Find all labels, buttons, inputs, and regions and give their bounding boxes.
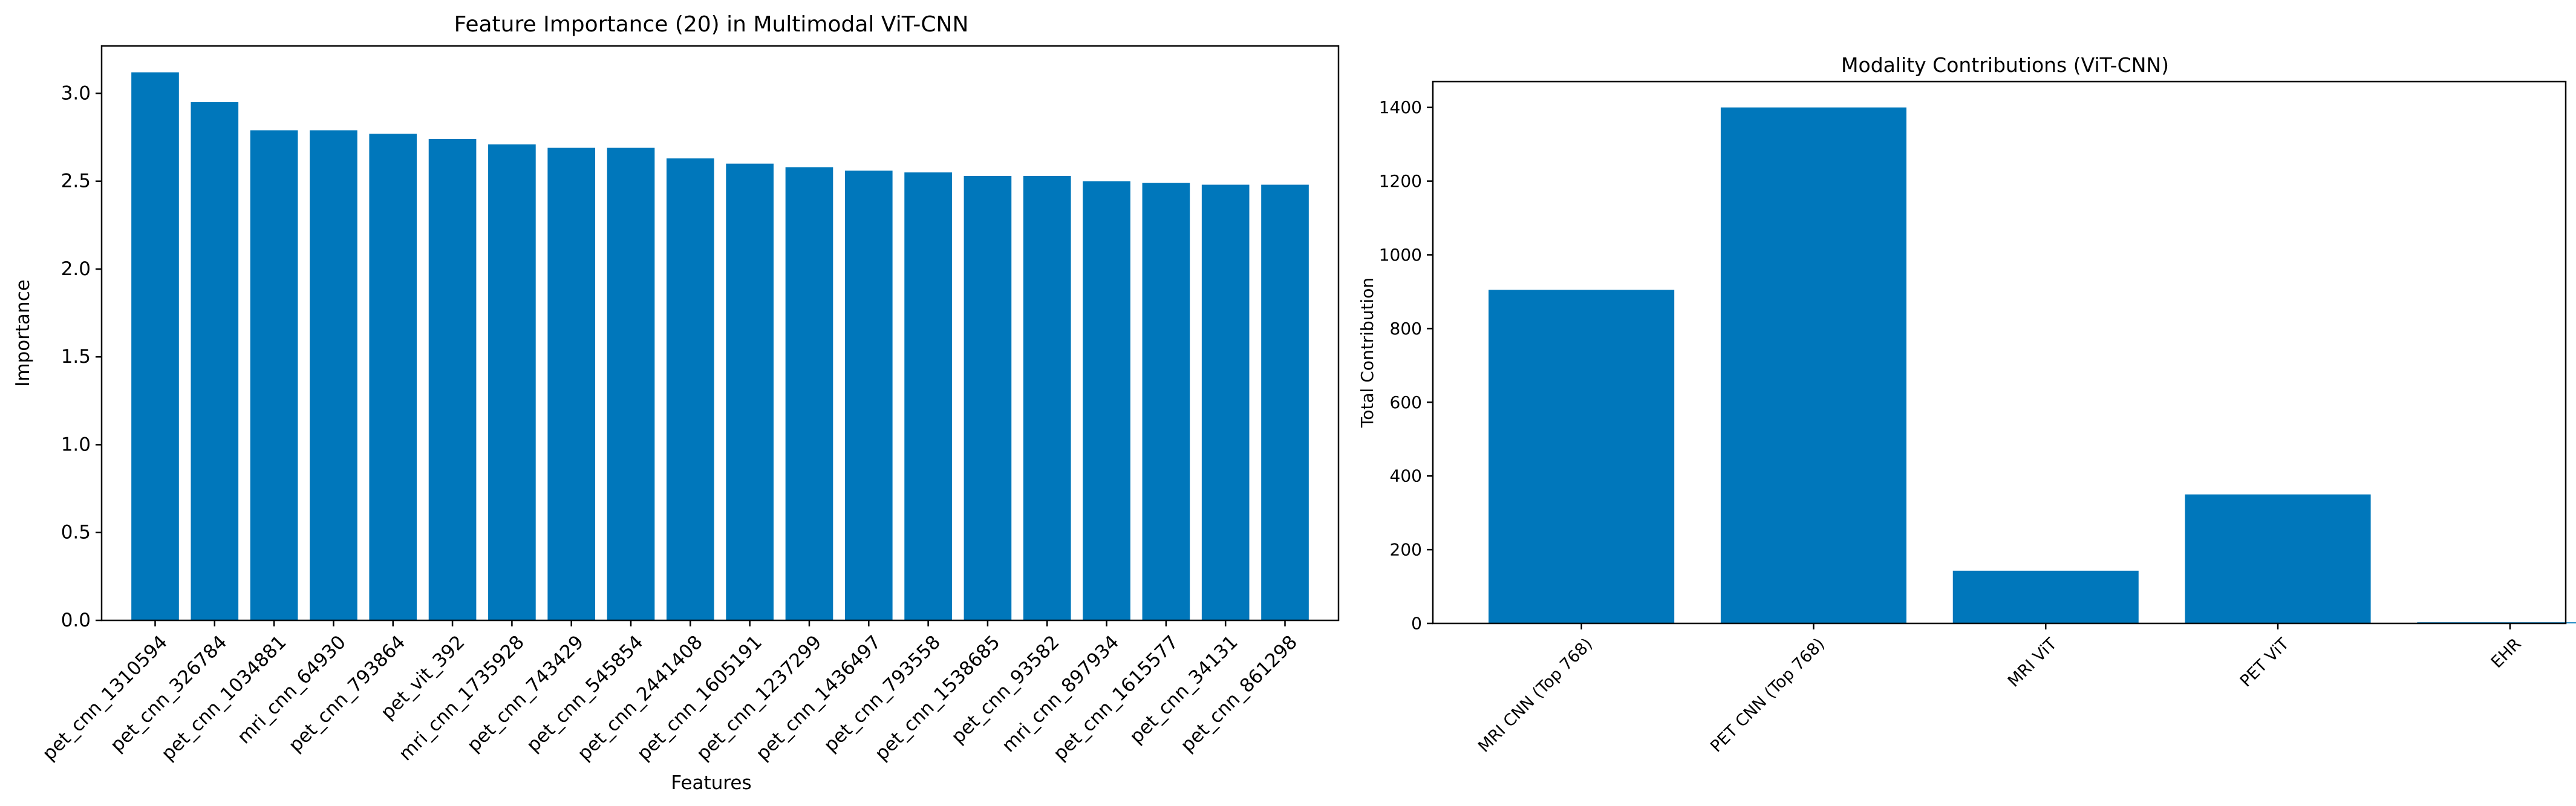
y-tick-label: 2.0 (61, 258, 91, 280)
y-tick-label: 2.5 (61, 171, 91, 192)
bar-mri_cnn_64930 (310, 130, 357, 621)
bar-mri_cnn_897934 (1083, 181, 1130, 620)
bar-pet_cnn_1237299 (785, 167, 833, 620)
bar-pet_cnn_793558 (904, 172, 952, 620)
bar-group (131, 72, 1309, 621)
y-tick-label: 3.0 (61, 82, 91, 104)
bar-pet_cnn_861298 (1261, 184, 1309, 620)
y-tick-label: 600 (1390, 392, 1422, 412)
y-axis-label: Importance (12, 279, 34, 387)
y-tick-label: 1200 (1379, 171, 1422, 191)
bar-pet_cnn_1436497 (844, 171, 893, 620)
y-tick-label: 1.0 (61, 434, 91, 455)
bar-pet_cnn_93582 (1023, 175, 1071, 620)
bar-pet_cnn_545854 (607, 148, 655, 620)
bar-pet_cnn_1310594 (131, 72, 179, 620)
bar-pet_cnn_793864 (369, 134, 417, 620)
x-axis-label: Features (671, 772, 751, 794)
bar-pet_cnn_1605191 (726, 163, 774, 620)
bar-MRI CNN (Top 768) (1489, 290, 1675, 623)
bar-PET ViT (2185, 494, 2371, 623)
y-tick-label: 800 (1390, 319, 1422, 339)
bar-pet_cnn_1538685 (964, 175, 1012, 620)
y-tick-label: 1400 (1379, 97, 1422, 117)
bar-group (1489, 107, 2576, 623)
y-axis-ticks: 0.0 0.5 1.0 1.5 2.0 2.5 3.0 (61, 82, 102, 631)
modality-contributions-chart: Modality Contributions (ViT-CNN) 0 200 400… (1357, 53, 2576, 756)
bar-pet_cnn_34131 (1201, 184, 1250, 620)
y-tick-label: 0 (1411, 614, 1422, 634)
bar-pet_cnn_326784 (191, 102, 239, 620)
bar-pet_cnn_2441408 (667, 158, 714, 620)
y-axis-label: Total Contribution (1357, 278, 1377, 428)
bar-pet_vit_392 (428, 138, 477, 621)
bar-mri_cnn_1735928 (488, 144, 536, 620)
y-tick-label: 0.5 (61, 522, 91, 544)
bar-pet_cnn_743429 (547, 148, 596, 620)
bar-PET CNN (Top 768) (1720, 107, 1906, 623)
y-tick-label: 1.5 (61, 346, 91, 368)
chart-title-feature-importance: Feature Importance (20) in Multimodal Vi… (454, 12, 969, 37)
bar-pet_cnn_1034881 (250, 130, 298, 621)
chart-title-modality-contributions: Modality Contributions (ViT-CNN) (1841, 53, 2169, 77)
plot-frame (100, 45, 1340, 622)
y-axis-ticks: 0 200 400 600 800 1000 1200 1400 (1379, 97, 1433, 634)
y-tick-label: 200 (1390, 540, 1422, 560)
bar-pet_cnn_1615577 (1142, 183, 1190, 621)
y-tick-label: 1000 (1379, 245, 1422, 265)
bar-MRI ViT (1952, 570, 2139, 623)
y-tick-label: 0.0 (61, 609, 91, 631)
plot-frame (1432, 80, 2567, 625)
y-tick-label: 400 (1390, 466, 1422, 486)
